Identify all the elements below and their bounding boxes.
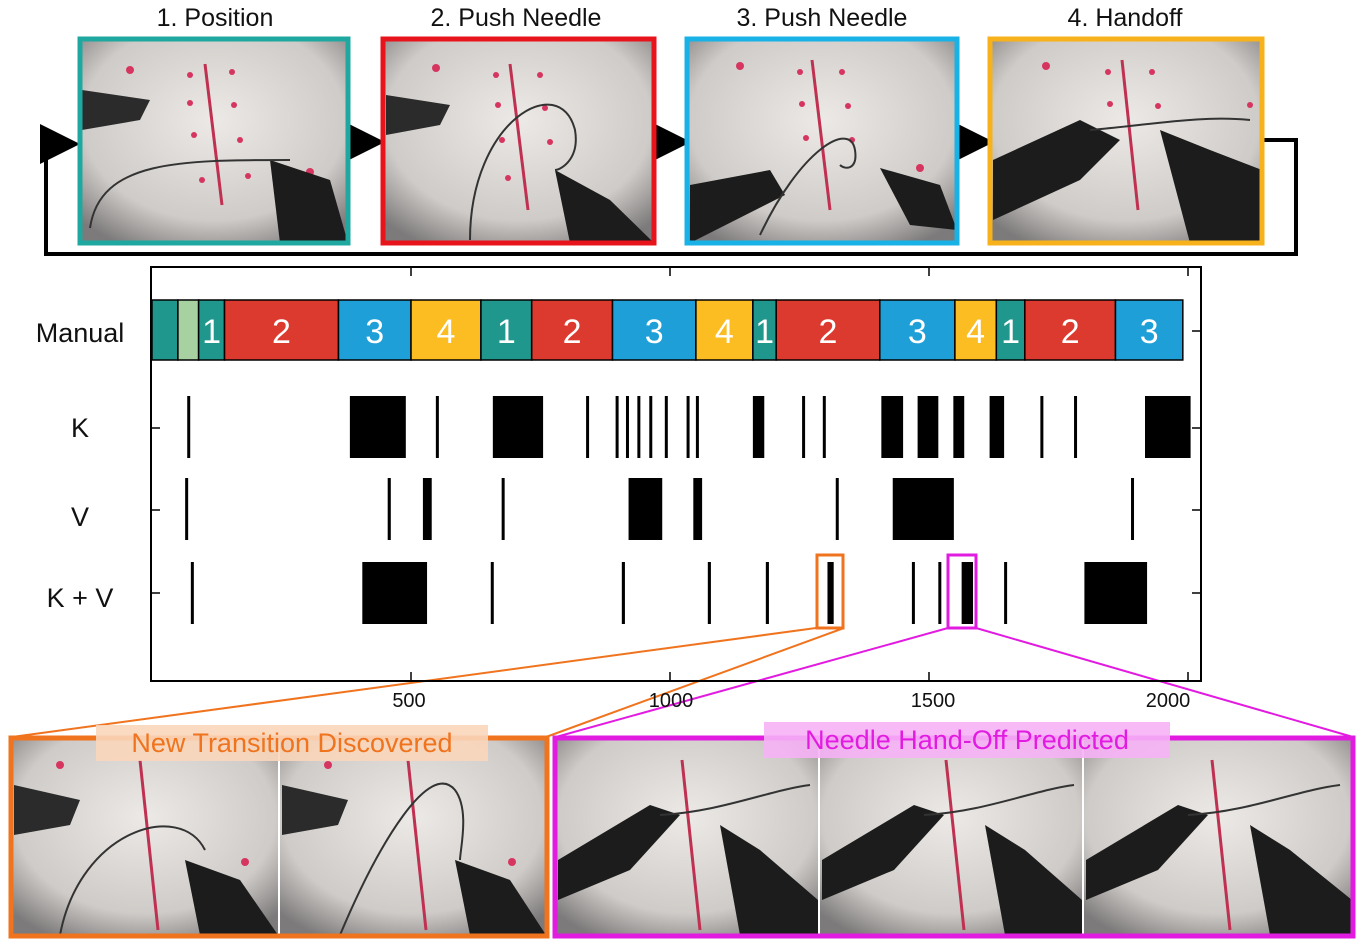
stage-title-4: 4. Handoff	[1067, 4, 1183, 32]
handoff-frames	[552, 735, 1356, 939]
stage-frame-1	[77, 36, 351, 246]
x-tick-label-500: 500	[392, 690, 426, 712]
suture-pad-image	[558, 759, 1352, 935]
x-tick-label-1000: 1000	[648, 690, 694, 712]
zoom-line-handoff-left	[555, 627, 949, 738]
row-label-manual: Manual	[35, 318, 125, 348]
zoom-line-transition-left	[11, 627, 817, 738]
row-label-k: K	[70, 413, 89, 443]
suture-pad-image	[14, 759, 546, 936]
callout-handoff-predicted: Needle Hand-Off Predicted	[764, 722, 1170, 758]
stage-title-3: 3. Push Needle	[736, 4, 908, 32]
row-label-kv: K + V	[46, 583, 114, 613]
segmentation-plot	[150, 266, 1202, 682]
suture-pad-image	[386, 63, 654, 243]
loop-connector	[40, 124, 1298, 256]
stage-title-1: 1. Position	[156, 4, 274, 32]
suture-pad-image	[993, 59, 1262, 243]
transition-frames	[8, 735, 550, 939]
suture-pad-image	[82, 63, 348, 243]
x-tick-label-2000: 2000	[1145, 690, 1191, 712]
zoom-line-transition-right	[545, 627, 845, 738]
zoom-line-handoff-right	[975, 627, 1354, 738]
stage-title-2: 2. Push Needle	[430, 4, 602, 32]
stage-frame-2	[380, 36, 657, 246]
row-label-v: V	[70, 502, 89, 532]
suture-pad-image	[690, 59, 957, 243]
stage-frame-4	[987, 36, 1265, 246]
callout-new-transition: New Transition Discovered	[96, 725, 488, 761]
x-tick-label-1500: 1500	[910, 690, 956, 712]
stage-frame-3	[684, 36, 960, 246]
